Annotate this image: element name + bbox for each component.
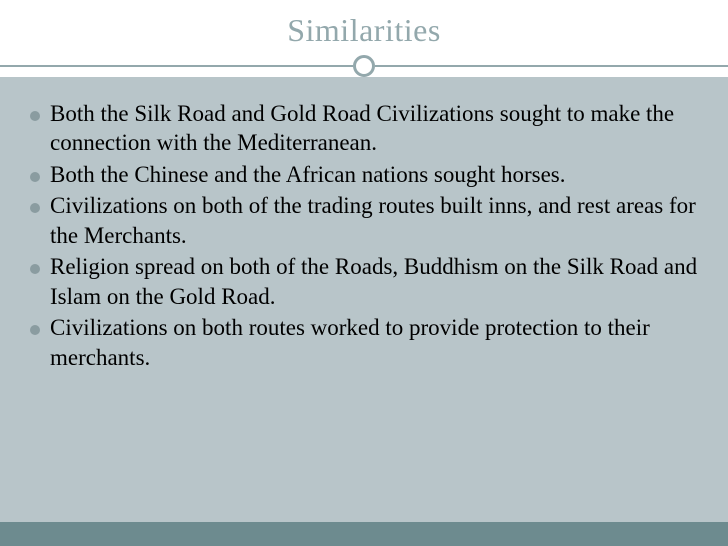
- list-item: Civilizations on both routes worked to p…: [30, 313, 698, 372]
- list-item: Both the Silk Road and Gold Road Civiliz…: [30, 99, 698, 158]
- bullet-text: Religion spread on both of the Roads, Bu…: [50, 252, 698, 311]
- bullet-icon: [30, 203, 40, 213]
- bullet-icon: [30, 111, 40, 121]
- divider-line-left: [0, 65, 353, 67]
- divider-circle-icon: [353, 55, 375, 77]
- bullet-text: Both the Chinese and the African nations…: [50, 160, 566, 189]
- bullet-text: Civilizations on both routes worked to p…: [50, 313, 698, 372]
- list-item: Religion spread on both of the Roads, Bu…: [30, 252, 698, 311]
- slide-content: Both the Silk Road and Gold Road Civiliz…: [0, 77, 728, 522]
- divider: [0, 55, 728, 77]
- divider-line-right: [375, 65, 728, 67]
- slide-footer: [0, 522, 728, 546]
- bullet-icon: [30, 264, 40, 274]
- bullet-icon: [30, 172, 40, 182]
- list-item: Both the Chinese and the African nations…: [30, 160, 698, 189]
- bullet-text: Both the Silk Road and Gold Road Civiliz…: [50, 99, 698, 158]
- bullet-icon: [30, 325, 40, 335]
- slide-container: Similarities Both the Silk Road and Gold…: [0, 0, 728, 546]
- list-item: Civilizations on both of the trading rou…: [30, 191, 698, 250]
- bullet-list: Both the Silk Road and Gold Road Civiliz…: [30, 99, 698, 372]
- slide-header: Similarities: [0, 0, 728, 77]
- bullet-text: Civilizations on both of the trading rou…: [50, 191, 698, 250]
- slide-title: Similarities: [0, 12, 728, 49]
